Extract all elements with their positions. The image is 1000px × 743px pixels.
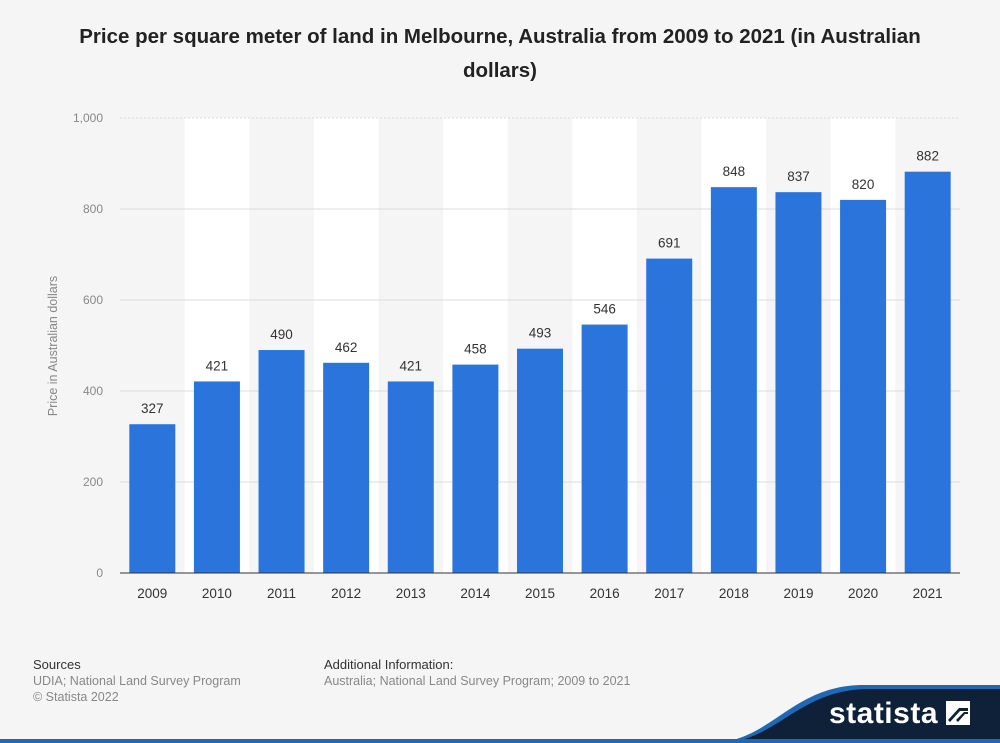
x-tick-label: 2016	[590, 586, 620, 601]
value-label: 327	[141, 401, 164, 416]
statista-logo-icon	[946, 701, 970, 725]
sources-line: UDIA; National Land Survey Program	[33, 674, 241, 688]
y-tick-label: 400	[83, 384, 103, 398]
statista-wordmark: statista	[828, 697, 938, 730]
x-tick-label: 2021	[913, 586, 943, 601]
value-label: 462	[335, 340, 358, 355]
value-label: 546	[593, 302, 616, 317]
chart-title: Price per square meter of land in Melbou…	[79, 25, 921, 82]
sources-heading: Sources	[33, 657, 81, 672]
bar-2014	[452, 364, 499, 573]
value-label: 421	[206, 358, 229, 373]
bar-2011	[258, 350, 305, 573]
x-tick-label: 2012	[331, 586, 361, 601]
value-label: 882	[916, 149, 939, 164]
value-label: 820	[852, 177, 875, 192]
bar-2016	[581, 324, 628, 573]
statista-logo[interactable]	[710, 677, 1000, 743]
additional-info-block: Additional Information: Australia; Natio…	[324, 657, 630, 689]
x-tick-label: 2018	[719, 586, 749, 601]
bars	[129, 171, 951, 574]
y-tick-labels: 0 200 400 600 800 1,000	[73, 111, 103, 580]
x-tick-label: 2017	[654, 586, 684, 601]
copyright-line: © Statista 2022	[33, 690, 119, 704]
y-tick-label: 1,000	[73, 111, 103, 125]
bar-2009	[129, 424, 176, 573]
y-tick-label: 800	[83, 202, 103, 216]
x-tick-label: 2020	[848, 586, 878, 601]
y-tick-label: 600	[83, 293, 103, 307]
bar-2017	[646, 258, 693, 573]
additional-info-text: Australia; National Land Survey Program;…	[324, 674, 631, 688]
x-tick-label: 2014	[460, 586, 491, 601]
x-tick-label: 2013	[396, 586, 426, 601]
additional-info-heading: Additional Information:	[324, 657, 454, 672]
y-tick-label: 0	[96, 566, 103, 580]
y-axis-label: Price in Australian dollars	[46, 276, 60, 416]
y-tick-label: 200	[83, 475, 103, 489]
bar-2010	[193, 381, 240, 573]
value-label: 493	[529, 326, 552, 341]
value-label: 490	[270, 327, 293, 342]
bar-2015	[517, 348, 563, 573]
x-tick-label: 2011	[267, 586, 296, 601]
bar-2020	[840, 199, 887, 573]
value-label: 458	[464, 342, 487, 357]
value-label: 421	[400, 358, 423, 373]
sources-block: Sources UDIA; National Land Survey Progr…	[33, 657, 241, 705]
x-tick-label: 2009	[137, 586, 167, 601]
logo-background	[718, 689, 1000, 743]
x-tick-label: 2019	[783, 586, 813, 601]
x-tick-label: 2010	[202, 586, 232, 601]
bar-2018	[710, 187, 757, 573]
bar-2012	[323, 362, 370, 573]
bar-2019	[775, 192, 822, 574]
bar-2021	[904, 171, 951, 573]
value-label: 837	[787, 169, 810, 184]
value-label: 691	[658, 236, 681, 251]
bar-2013	[387, 381, 434, 573]
x-tick-labels: 2009 2010 2011 2012 2013 2014 2015 2016 2017 2018…	[137, 586, 942, 601]
value-label: 848	[723, 164, 746, 179]
bottom-accent-rule	[0, 739, 1000, 743]
x-tick-label: 2015	[525, 586, 555, 601]
value-labels: 327 421 490 462 421 458 493 546 691 848 837 820 882	[141, 149, 939, 417]
